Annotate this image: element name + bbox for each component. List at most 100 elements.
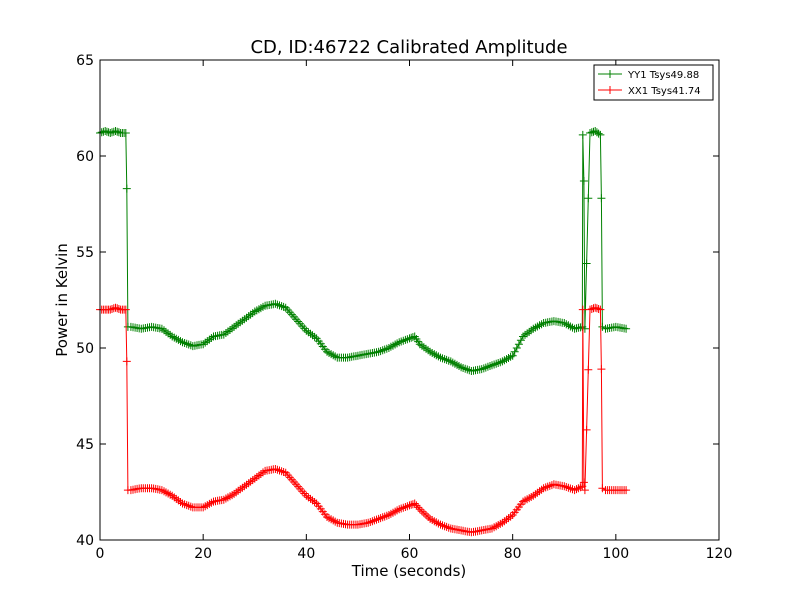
data-point-1: [596, 305, 605, 314]
data-point-1: [498, 518, 507, 527]
data-point-1: [391, 507, 400, 516]
chart-title: CD, ID:46722 Calibrated Amplitude: [250, 37, 567, 58]
data-point-1: [162, 488, 170, 497]
data-point-0: [490, 360, 499, 369]
data-point-1: [419, 509, 428, 518]
data-point-1: [414, 503, 423, 512]
data-point-1: [399, 503, 408, 512]
data-point-0: [500, 356, 509, 365]
data-point-1: [436, 520, 445, 529]
x-tick-label: 120: [706, 546, 733, 562]
data-point-1: [382, 511, 391, 520]
data-point-0: [178, 338, 187, 347]
data-point-0: [434, 352, 443, 361]
data-point-1: [566, 484, 575, 493]
data-point-0: [246, 310, 255, 319]
data-point-0: [432, 351, 441, 360]
data-point-0: [529, 324, 538, 333]
data-point-1: [560, 482, 569, 491]
data-point-0: [254, 305, 263, 314]
axes-ticks: 0 20 40 60 80 100 120 40 45 50 55 60 65: [76, 53, 732, 562]
data-point-0: [488, 361, 496, 370]
data-point-1: [221, 494, 230, 503]
data-point-0: [508, 351, 517, 360]
data-point-1: [380, 512, 389, 521]
data-point-0: [121, 129, 130, 137]
data-point-0: [457, 363, 466, 372]
data-point-0: [502, 355, 511, 364]
data-point-0: [232, 321, 241, 330]
data-point-1: [113, 304, 122, 313]
data-point-1: [186, 502, 195, 511]
data-point-1: [223, 493, 232, 502]
data-point-1: [521, 496, 529, 505]
data-point-0: [378, 346, 387, 355]
data-point-1: [535, 487, 544, 496]
data-point-1: [178, 499, 187, 508]
data-point-0: [514, 340, 523, 349]
data-point-0: [486, 362, 494, 370]
data-point-0: [226, 326, 234, 334]
data-point-1: [430, 517, 439, 526]
data-point-1: [323, 513, 331, 521]
data-point-1: [405, 501, 414, 510]
x-tick-label: 20: [194, 546, 212, 562]
data-point-0: [579, 177, 588, 185]
data-point-0: [496, 358, 505, 367]
data-point-1: [426, 514, 435, 523]
data-point-1: [500, 517, 509, 526]
data-point-0: [564, 321, 573, 330]
data-point-1: [170, 493, 179, 502]
legend-label: YY1 Tsys49.88: [627, 70, 699, 81]
data-point-1: [166, 490, 175, 499]
data-point-0: [483, 362, 492, 371]
data-point-0: [531, 323, 540, 332]
x-tick-label: 100: [602, 546, 629, 562]
data-point-1: [111, 303, 120, 312]
data-point-1: [576, 483, 585, 492]
data-point-1: [252, 473, 261, 481]
data-point-0: [97, 128, 106, 137]
data-point-1: [582, 425, 591, 434]
y-tick-label: 45: [76, 437, 94, 453]
data-point-1: [374, 514, 383, 523]
data-point-1: [259, 468, 267, 477]
data-point-1: [541, 483, 550, 492]
y-tick-label: 65: [76, 53, 94, 69]
data-point-0: [417, 341, 426, 350]
data-point-1: [219, 495, 228, 504]
data-point-0: [279, 302, 288, 311]
x-tick-label: 80: [504, 546, 522, 562]
data-point-0: [327, 350, 336, 359]
data-point-1: [378, 513, 387, 522]
data-point-0: [512, 344, 521, 352]
data-point-1: [545, 481, 554, 490]
data-point-0: [221, 329, 230, 337]
data-point-1: [236, 485, 245, 494]
data-point-1: [106, 305, 115, 314]
data-point-1: [199, 503, 208, 512]
data-point-0: [157, 324, 166, 333]
data-point-0: [535, 321, 544, 330]
data-point-1: [121, 305, 130, 314]
data-point-0: [399, 336, 408, 345]
data-point-0: [586, 129, 594, 137]
data-point-0: [477, 365, 486, 374]
data-point-0: [275, 301, 284, 310]
data-point-1: [434, 519, 443, 528]
data-point-1: [176, 498, 185, 506]
data-point-1: [254, 471, 263, 480]
data-point-0: [323, 347, 331, 356]
data-point-0: [164, 329, 173, 338]
data-point-0: [419, 343, 428, 352]
data-point-1: [201, 502, 210, 511]
x-tick-label: 60: [401, 546, 419, 562]
data-point-0: [242, 313, 251, 322]
data-point-1: [525, 494, 534, 503]
data-point-0: [308, 331, 317, 340]
data-point-1: [384, 511, 393, 519]
data-point-0: [455, 362, 463, 370]
data-point-0: [582, 259, 591, 268]
data-point-0: [463, 365, 472, 374]
data-point-1: [277, 467, 286, 476]
